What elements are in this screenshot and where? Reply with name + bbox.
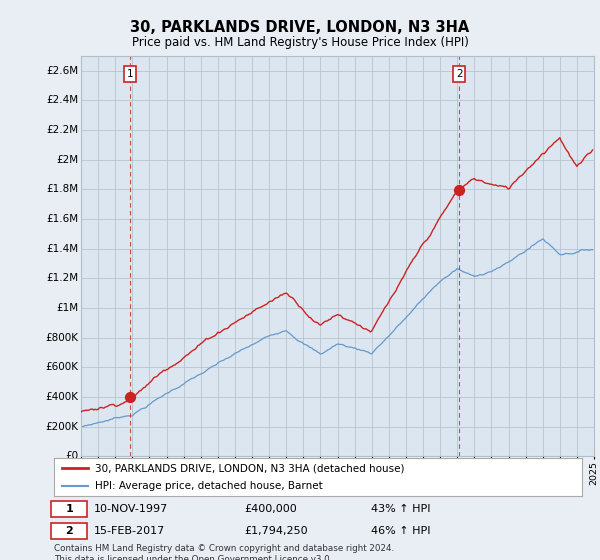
Text: 1: 1 [65,503,73,514]
Text: 1: 1 [127,69,133,79]
Text: £800K: £800K [46,333,79,343]
Text: £2.4M: £2.4M [46,96,79,105]
Text: £200K: £200K [46,422,79,432]
FancyBboxPatch shape [52,501,87,517]
Text: 15-FEB-2017: 15-FEB-2017 [94,526,165,536]
Text: £0: £0 [65,451,79,461]
Text: 2: 2 [456,69,463,79]
Text: 30, PARKLANDS DRIVE, LONDON, N3 3HA (detached house): 30, PARKLANDS DRIVE, LONDON, N3 3HA (det… [95,463,404,473]
Text: £1,794,250: £1,794,250 [244,526,308,536]
Point [125,393,135,402]
Text: £2.2M: £2.2M [46,125,79,135]
Text: HPI: Average price, detached house, Barnet: HPI: Average price, detached house, Barn… [95,481,323,491]
Text: £1M: £1M [56,303,79,313]
Text: £600K: £600K [46,362,79,372]
Text: 43% ↑ HPI: 43% ↑ HPI [371,503,430,514]
Text: 10-NOV-1997: 10-NOV-1997 [94,503,168,514]
Point [455,186,464,195]
Text: £2.6M: £2.6M [46,66,79,76]
Text: £2M: £2M [56,155,79,165]
Text: £1.4M: £1.4M [46,244,79,254]
Text: £1.6M: £1.6M [46,214,79,224]
Text: £400,000: £400,000 [244,503,297,514]
Text: £1.8M: £1.8M [46,184,79,194]
Text: 46% ↑ HPI: 46% ↑ HPI [371,526,430,536]
FancyBboxPatch shape [52,523,87,539]
Text: £1.2M: £1.2M [46,273,79,283]
Text: 2: 2 [65,526,73,536]
Text: Contains HM Land Registry data © Crown copyright and database right 2024.
This d: Contains HM Land Registry data © Crown c… [54,544,394,560]
Text: 30, PARKLANDS DRIVE, LONDON, N3 3HA: 30, PARKLANDS DRIVE, LONDON, N3 3HA [130,20,470,35]
Text: £400K: £400K [46,392,79,402]
Text: Price paid vs. HM Land Registry's House Price Index (HPI): Price paid vs. HM Land Registry's House … [131,36,469,49]
